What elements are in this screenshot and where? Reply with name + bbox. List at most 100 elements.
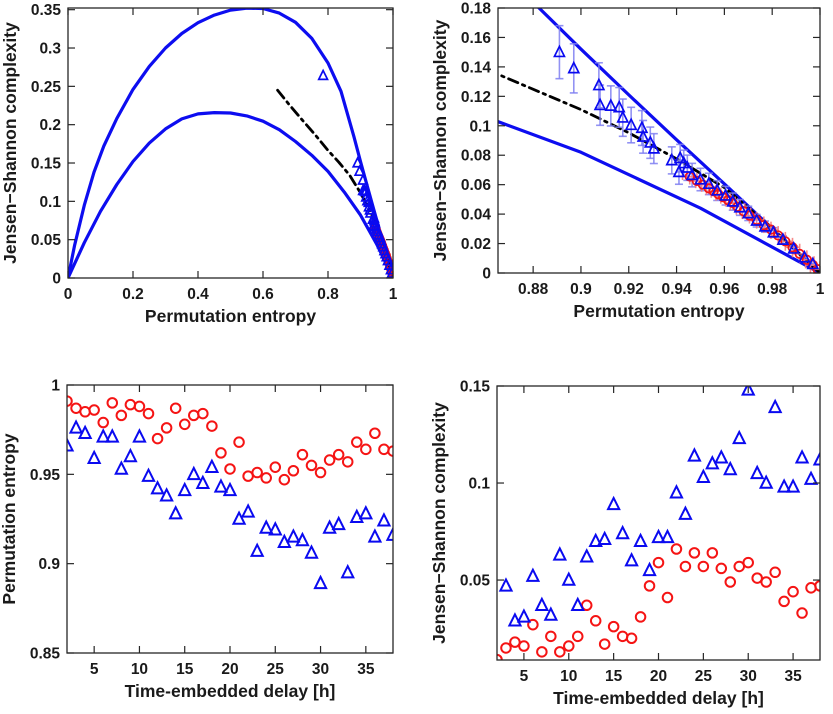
circle-marker bbox=[106, 397, 119, 409]
y-axis-label: Jensen−Shannon complexity bbox=[429, 402, 449, 644]
triangle-marker bbox=[534, 596, 550, 612]
triangle-marker bbox=[543, 606, 559, 621]
triangle-marker bbox=[732, 429, 747, 445]
circle-marker bbox=[715, 562, 728, 575]
circle-marker bbox=[224, 463, 236, 475]
triangle-marker bbox=[616, 110, 630, 123]
triangle-marker bbox=[141, 467, 156, 482]
panel-top-left: 0 0.2 0.4 0.6 0.8 1 0 0.05 0.1 0.15 0.2 0.25 0.3 0.35… bbox=[0, 2, 398, 326]
y-tick-label: 0.9 bbox=[38, 556, 60, 573]
x-tick-label: 5 bbox=[520, 668, 529, 685]
circle-marker bbox=[314, 466, 327, 479]
y-tick-label: 0.14 bbox=[461, 59, 492, 76]
circle-marker bbox=[341, 456, 354, 468]
triangle-marker bbox=[168, 504, 183, 520]
x-tick-label: 20 bbox=[650, 668, 667, 685]
circle-marker bbox=[742, 556, 754, 569]
x-axis-label: Time-embedded delay [h] bbox=[125, 681, 336, 701]
triangle-marker bbox=[313, 574, 328, 590]
triangle-marker bbox=[733, 199, 747, 213]
triangle-marker bbox=[304, 544, 319, 559]
circle-marker bbox=[332, 448, 345, 461]
triangle-marker bbox=[624, 551, 639, 567]
circle-marker bbox=[571, 630, 584, 643]
y-tick-label: 0.12 bbox=[461, 89, 491, 106]
circle-marker bbox=[378, 443, 390, 456]
triangle-marker bbox=[567, 60, 581, 74]
triangle-marker bbox=[685, 167, 699, 181]
triangle-marker bbox=[785, 478, 801, 493]
circle-marker bbox=[706, 547, 719, 559]
triangle-marker bbox=[710, 182, 724, 196]
circle-marker bbox=[625, 632, 638, 645]
triangle-marker bbox=[249, 542, 265, 557]
triangle-marker bbox=[331, 515, 346, 531]
circle-marker bbox=[634, 611, 647, 623]
y-tick-label: 0.18 bbox=[461, 1, 492, 18]
x-tick-label: 15 bbox=[176, 661, 194, 678]
triangle-marker bbox=[553, 44, 566, 58]
x-tick-label: 10 bbox=[560, 668, 577, 685]
circle-marker bbox=[260, 472, 272, 484]
triangle-marker bbox=[798, 249, 811, 263]
circle-marker bbox=[233, 436, 245, 448]
y-tick-label: 0.85 bbox=[30, 646, 61, 663]
x-tick-label: 25 bbox=[267, 661, 285, 678]
circle-marker bbox=[697, 560, 710, 573]
triangle-marker bbox=[359, 184, 372, 197]
triangle-marker bbox=[222, 481, 238, 497]
x-tick-label: 20 bbox=[221, 661, 238, 678]
y-tick-label: 0.04 bbox=[461, 207, 492, 224]
circle-marker bbox=[88, 404, 100, 416]
triangle-marker bbox=[767, 398, 783, 414]
triangle-marker bbox=[86, 449, 102, 465]
triangle-marker bbox=[642, 561, 657, 577]
triangle-marker bbox=[719, 188, 732, 201]
circle-marker bbox=[616, 630, 629, 643]
y-axis-label: Permutation entropy bbox=[0, 433, 19, 604]
y-tick-label: 0.25 bbox=[31, 79, 62, 96]
dashdot-fit-curve bbox=[276, 88, 393, 278]
triangle-marker bbox=[714, 449, 729, 464]
plot-area-bottom-right bbox=[497, 386, 820, 660]
circle-marker bbox=[812, 264, 820, 273]
circle-marker bbox=[670, 543, 683, 555]
triangle-marker bbox=[132, 428, 147, 443]
triangle-marker bbox=[240, 503, 256, 518]
x-tick-label: 1 bbox=[389, 286, 398, 303]
circle-marker bbox=[661, 591, 674, 604]
triangle-marker bbox=[364, 203, 376, 215]
circle-marker bbox=[607, 620, 620, 633]
circle-marker bbox=[269, 461, 282, 473]
circle-marker bbox=[169, 402, 182, 414]
y-tick-label: 0.3 bbox=[39, 41, 61, 58]
dashdot-fit-curve bbox=[498, 73, 820, 273]
y-tick-label: 0.16 bbox=[461, 30, 492, 47]
triangle-marker bbox=[588, 532, 603, 548]
triangle-marker bbox=[295, 531, 310, 547]
triangle-marker bbox=[213, 478, 229, 493]
triangle-marker bbox=[385, 526, 393, 541]
triangle-marker bbox=[633, 532, 648, 548]
circle-marker bbox=[652, 556, 665, 569]
triangle-marker bbox=[268, 521, 283, 536]
circle-marker bbox=[151, 432, 164, 445]
triangle-marker bbox=[507, 612, 523, 627]
triangle-marker bbox=[552, 546, 568, 561]
triangle-marker bbox=[195, 474, 211, 490]
triangle-marker bbox=[612, 99, 626, 113]
y-tick-label: 0.15 bbox=[31, 156, 62, 173]
panel-bottom-left: 5 10 15 20 25 30 35 0.85 0.9 0.95 1 Time-embedded d… bbox=[0, 378, 394, 701]
y-tick-label: 0.2 bbox=[39, 117, 61, 134]
x-tick-label: 0.2 bbox=[122, 286, 144, 303]
triangle-marker bbox=[123, 447, 138, 463]
triangle-marker bbox=[767, 224, 780, 238]
triangle-marker bbox=[349, 508, 364, 523]
triangle-marker bbox=[665, 152, 679, 166]
circle-marker bbox=[769, 566, 781, 579]
circle-marker bbox=[805, 582, 817, 594]
x-tick-label: 30 bbox=[740, 668, 757, 685]
triangle-marker bbox=[803, 470, 819, 485]
triangle-marker bbox=[186, 465, 201, 481]
